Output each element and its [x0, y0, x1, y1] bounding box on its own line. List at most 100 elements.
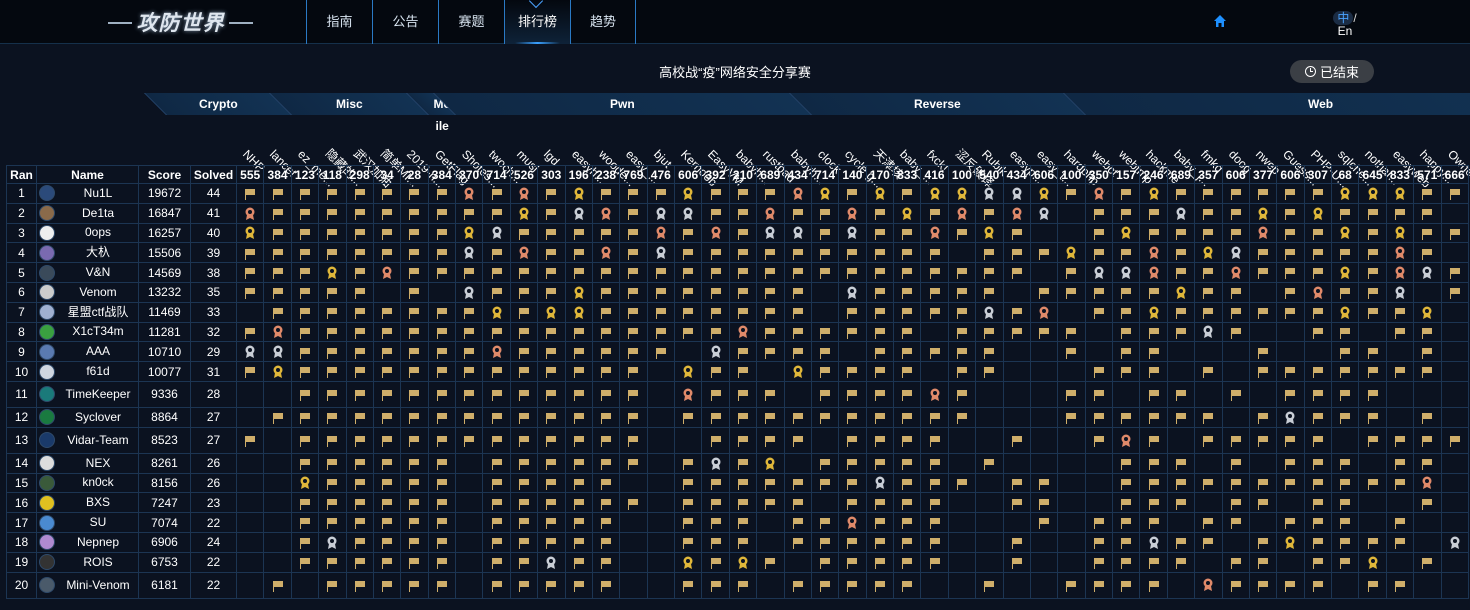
team-name[interactable]: Venom	[79, 284, 117, 299]
team-cell[interactable]: kn0ck	[36, 472, 139, 494]
team-name[interactable]: 大杁	[85, 245, 110, 260]
table-row[interactable]: 12 Syclover 8864 27	[6, 406, 1469, 428]
name-column-header[interactable]: Name	[36, 165, 139, 184]
team-name[interactable]: V&N	[85, 265, 111, 280]
team-name[interactable]: Nepnep	[76, 534, 120, 549]
team-name[interactable]: 星盟ctf战队	[67, 304, 129, 319]
flag-icon	[1230, 498, 1241, 510]
team-cell[interactable]: Nepnep	[36, 531, 139, 553]
table-row[interactable]: 6 Venom 13232 35	[6, 281, 1469, 303]
flag-icon	[1312, 538, 1323, 550]
team-name[interactable]: f61d	[86, 364, 110, 379]
team-name[interactable]: AAA	[85, 344, 110, 359]
rank-column-header[interactable]: Ran	[6, 165, 37, 184]
solved-column-header[interactable]: Solved	[190, 165, 237, 184]
table-row[interactable]: 5 V&N 14569 38	[6, 262, 1469, 283]
team-cell[interactable]: NEX	[36, 452, 139, 474]
flag-icon	[765, 478, 776, 490]
team-cell[interactable]: f61d	[36, 361, 139, 382]
table-row[interactable]: 8 X1cT34m 11281 32	[6, 321, 1469, 343]
team-name[interactable]: BXS	[85, 495, 110, 510]
table-row[interactable]: 3 0ops 16257 40	[6, 222, 1469, 244]
flag-icon	[1175, 248, 1186, 260]
score-column-header[interactable]: Score	[138, 165, 191, 184]
team-cell[interactable]: 星盟ctf战队	[36, 301, 139, 323]
team-name[interactable]: SU	[89, 515, 107, 530]
team-cell[interactable]: AAA	[36, 341, 139, 363]
flag-icon	[1039, 248, 1050, 260]
solve-cell	[865, 571, 895, 599]
team-name[interactable]: Syclover	[74, 409, 121, 424]
solve-cell	[1330, 512, 1360, 533]
team-name[interactable]: TimeKeeper	[65, 386, 131, 401]
nav-announcements[interactable]: 公告	[372, 0, 438, 44]
flag-icon	[1175, 327, 1186, 339]
team-cell[interactable]: Mini-Venom	[36, 571, 139, 599]
team-cell[interactable]: BXS	[36, 492, 139, 514]
lang-en-option[interactable]: En	[1337, 24, 1353, 38]
team-cell[interactable]: Vidar-Team	[36, 426, 139, 454]
team-name[interactable]: NEX	[85, 455, 111, 470]
flag-icon	[1066, 390, 1077, 402]
site-logo[interactable]: 攻防世界	[108, 8, 253, 36]
team-solved: 38	[190, 262, 237, 283]
team-name[interactable]: Vidar-Team	[67, 432, 129, 447]
flag-icon	[546, 327, 557, 339]
table-row[interactable]: 7 星盟ctf战队 11469 33	[6, 301, 1469, 323]
nav-guide[interactable]: 指南	[306, 0, 372, 44]
table-row[interactable]: 4 大杁 15506 39	[6, 242, 1469, 264]
table-row[interactable]: 18 Nepnep 6906 24	[6, 531, 1469, 553]
solve-cell	[345, 571, 374, 599]
team-name[interactable]: Nu1L	[83, 185, 113, 200]
team-cell[interactable]: Syclover	[36, 406, 139, 428]
table-row[interactable]: 11 TimeKeeper 9336 28	[6, 380, 1469, 408]
team-cell[interactable]: 0ops	[36, 222, 139, 244]
solve-cell	[235, 321, 265, 343]
solve-cell	[756, 531, 785, 553]
solve-cell	[564, 551, 593, 573]
lang-zh-option[interactable]: 中	[1333, 11, 1354, 25]
team-cell[interactable]: TimeKeeper	[36, 380, 139, 408]
table-row[interactable]: 1 Nu1L 19672 44	[6, 183, 1469, 204]
solve-cell	[1440, 281, 1469, 303]
event-status-button[interactable]: 已结束	[1290, 60, 1374, 83]
table-row[interactable]: 14 NEX 8261 26	[6, 452, 1469, 474]
table-row[interactable]: 10 f61d 10077 31	[6, 361, 1469, 382]
team-cell[interactable]: Nu1L	[36, 183, 139, 204]
language-switch[interactable]: 中 / En	[1324, 11, 1366, 38]
table-row[interactable]: 2 De1ta 16847 41	[6, 202, 1469, 224]
solve-cell	[318, 242, 347, 264]
solve-cell	[646, 531, 676, 553]
team-rank: 3	[6, 222, 37, 244]
solve-cell	[947, 361, 977, 382]
table-row[interactable]: 15 kn0ck 8156 26	[6, 472, 1469, 494]
team-name[interactable]: Mini-Venom	[66, 577, 130, 592]
team-cell[interactable]: De1ta	[36, 202, 139, 224]
team-name[interactable]: De1ta	[81, 205, 115, 220]
solve-cell	[235, 426, 265, 454]
team-name[interactable]: ROIS	[83, 554, 113, 569]
team-cell[interactable]: 大杁	[36, 242, 139, 264]
team-name[interactable]: kn0ck	[82, 475, 114, 490]
team-cell[interactable]: Venom	[36, 281, 139, 303]
team-name[interactable]: X1cT34m	[72, 324, 124, 339]
table-row[interactable]: 19 ROIS 6753 22	[6, 551, 1469, 573]
table-row[interactable]: 9 AAA 10710 29	[6, 341, 1469, 363]
table-row[interactable]: 16 BXS 7247 23	[6, 492, 1469, 514]
team-cell[interactable]: ROIS	[36, 551, 139, 573]
team-name[interactable]: 0ops	[84, 225, 112, 240]
silver-medal-icon	[1094, 266, 1104, 279]
team-solved: 22	[190, 512, 237, 533]
team-cell[interactable]: V&N	[36, 262, 139, 283]
home-icon[interactable]	[1213, 14, 1227, 28]
table-row[interactable]: 17 SU 7074 22	[6, 512, 1469, 533]
gold-medal-icon	[1340, 306, 1350, 319]
nav-trends[interactable]: 趋势	[570, 0, 636, 44]
table-row[interactable]: 20 Mini-Venom 6181 22	[6, 571, 1469, 599]
table-row[interactable]: 13 Vidar-Team 8523 27	[6, 426, 1469, 454]
flag-icon	[1121, 347, 1132, 359]
team-cell[interactable]: X1cT34m	[36, 321, 139, 343]
nav-challenges[interactable]: 赛题	[438, 0, 504, 44]
nav-leaderboard[interactable]: 排行榜	[504, 0, 570, 44]
team-cell[interactable]: SU	[36, 512, 139, 533]
